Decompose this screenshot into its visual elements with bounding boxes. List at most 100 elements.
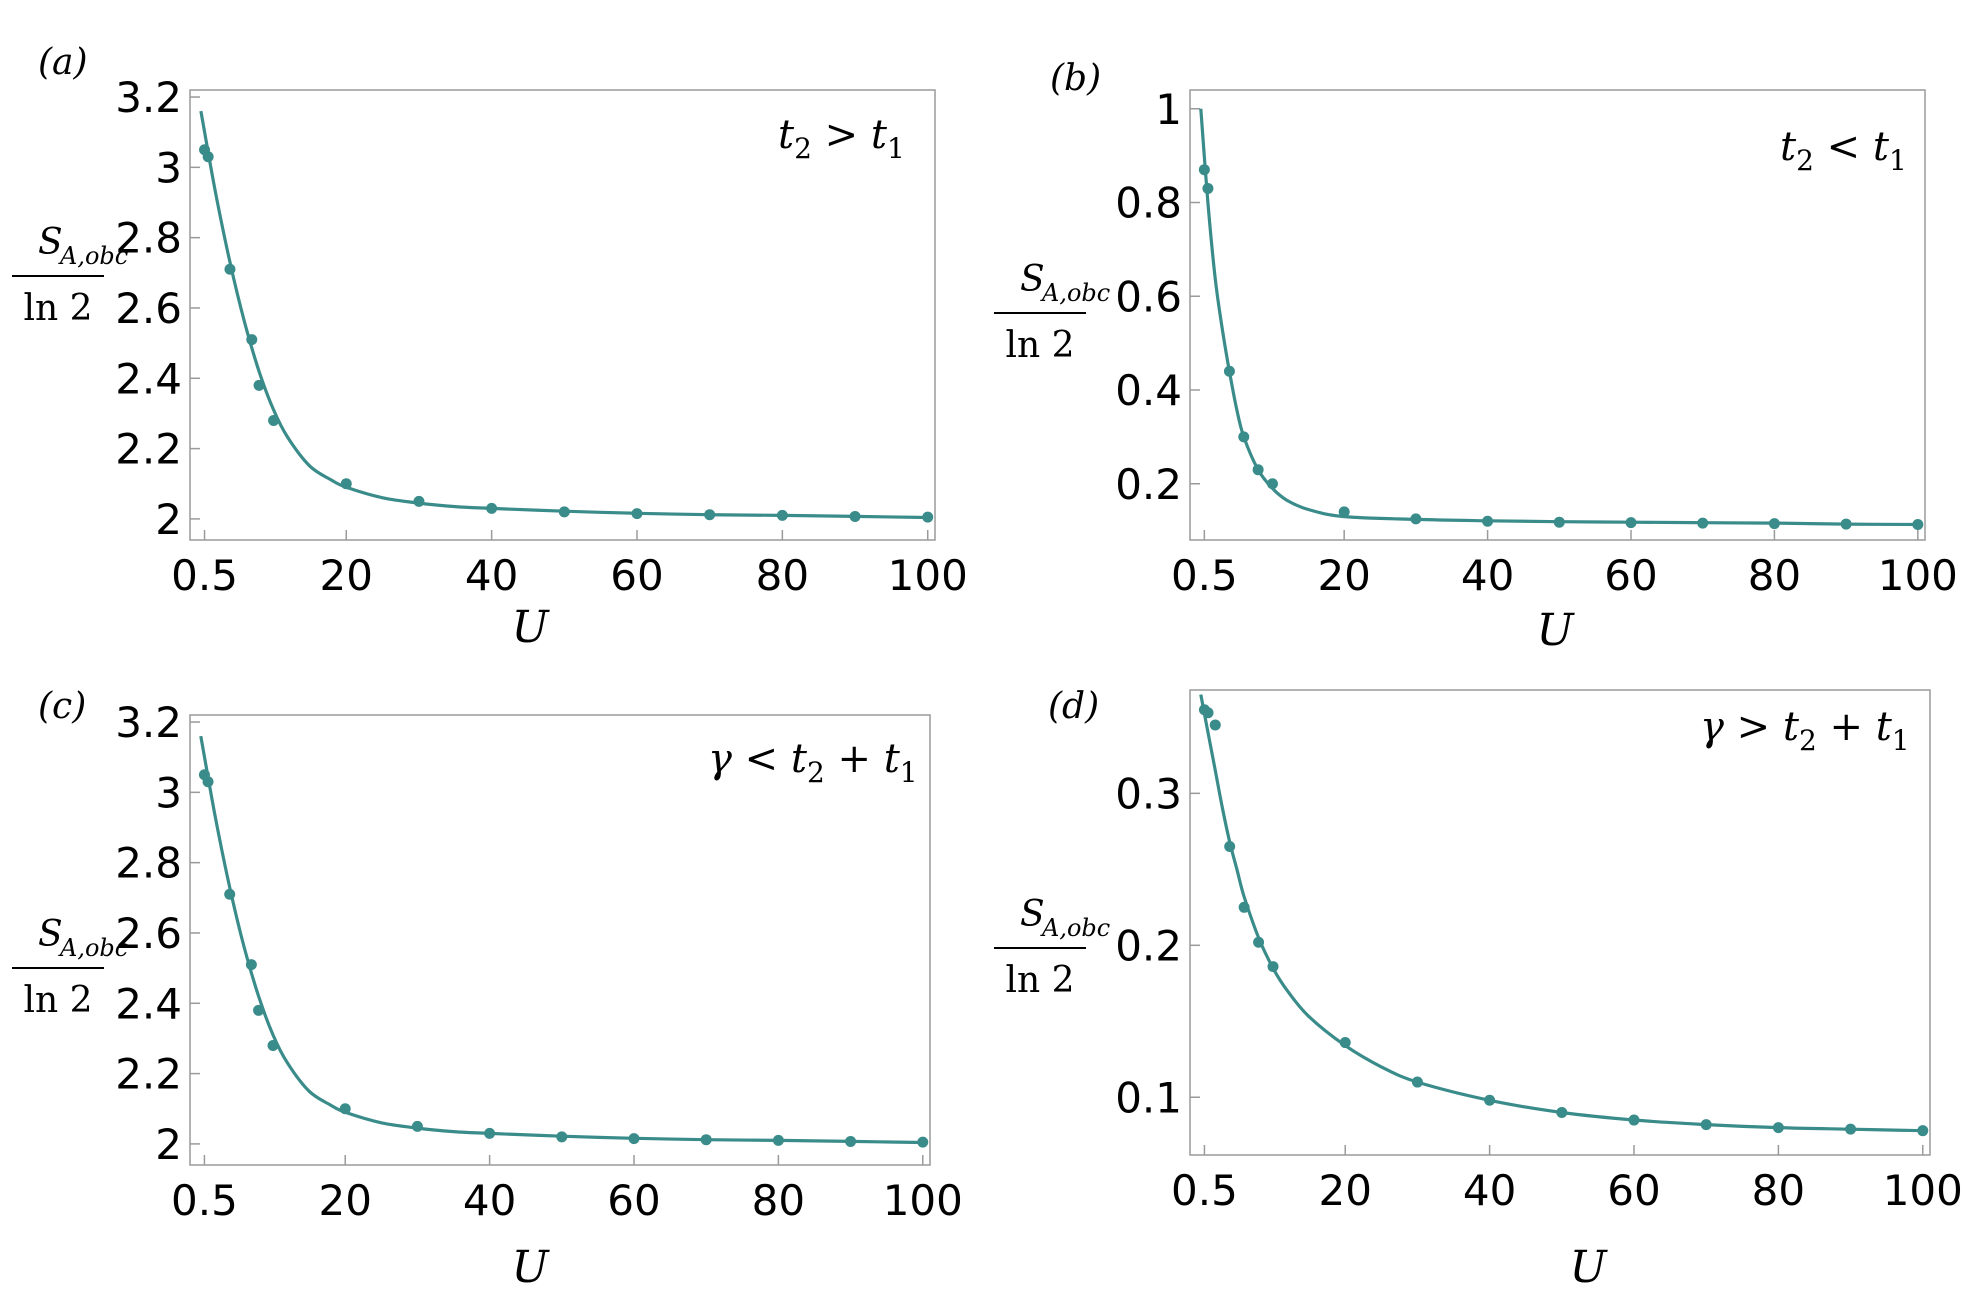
data-point [1553,516,1565,528]
y-label-subscript: A,obc [58,242,128,270]
y-tick-label: 0.8 [1115,179,1182,228]
y-label-denominator: ln 2 [23,980,92,1021]
data-point [253,1004,265,1016]
data-point [1238,431,1250,443]
data-point [917,1136,929,1148]
y-tick-label: 2.6 [115,909,182,958]
y-axis-label: SA,obc ln 2 [994,259,1110,366]
x-tick-label: 0.5 [1171,1166,1238,1215]
y-label-denominator: ln 2 [1005,325,1074,366]
chart-panel: 0.5 20 40 60 80 100 2 2.2 2.4 2.6 2.8 3 3.2 (c) U SA,ob… [12,686,963,1293]
data-point [1772,1122,1784,1134]
y-tick-label: 2 [155,495,182,544]
y-tick-label: 2 [155,1120,182,1169]
plot-frame [189,89,936,541]
panel-label: (c) [38,686,86,727]
data-point [1252,464,1264,476]
y-tick-label: 2.4 [115,354,182,403]
data-point [1238,901,1250,913]
data-point [1700,1119,1712,1131]
y-label-subscript: A,obc [1040,279,1110,307]
x-tick-label: 20 [320,551,373,600]
data-point [922,511,934,523]
regime-annotation: γ < t2 + t1 [708,736,918,789]
data-point [849,510,861,522]
data-point [1267,961,1279,973]
data-point [246,334,258,346]
data-point [1556,1106,1568,1118]
data-point [1339,1037,1351,1049]
data-point [253,379,265,391]
x-tick-label: 80 [752,1176,805,1225]
data-point [776,509,788,521]
data-point [1484,1094,1496,1106]
x-axis-label: U [1536,605,1575,656]
x-tick-label: 60 [610,551,663,600]
y-tick-label: 2.6 [115,284,182,333]
regime-annotation: t2 > t1 [778,112,905,165]
data-point [267,1039,279,1051]
data-point [1768,518,1780,530]
plot-frame [1189,89,1926,541]
y-tick-label: 0.2 [1115,460,1182,509]
y-label-numerator: S [1020,259,1045,300]
data-point [340,478,352,490]
x-tick-label: 60 [1607,1166,1660,1215]
panel-label: (a) [38,42,88,83]
data-point [1411,1076,1423,1088]
data-point [558,506,570,518]
regime-annotation: γ > t2 + t1 [1700,704,1910,757]
x-tick-label: 40 [1463,1166,1516,1215]
x-axis-label: U [511,602,550,653]
panel-label: (b) [1050,58,1101,99]
y-tick-label: 3.2 [115,698,182,747]
y-label-denominator: ln 2 [1005,960,1074,1001]
plot-frame [189,714,931,1166]
data-point [1840,518,1852,530]
y-tick-label: 0.4 [1115,366,1182,415]
y-tick-label: 0.1 [1115,1073,1182,1122]
y-axis-label: SA,obc ln 2 [12,914,128,1021]
data-point [268,414,280,426]
chart-panel: 0.5 20 40 60 80 100 0.2 0.4 0.6 0.8 1 (b) U SA,obc ln … [994,58,1958,656]
x-tick-label: 60 [607,1176,660,1225]
data-point [484,1127,496,1139]
y-axis-label: SA,obc ln 2 [12,222,128,329]
data-point [413,495,425,507]
data-point [202,776,214,788]
y-tick-label: 2.2 [115,425,182,474]
y-tick-label: 0.6 [1115,272,1182,321]
y-tick-label: 0.2 [1115,921,1182,970]
y-label-subscript: A,obc [58,934,128,962]
data-point [224,888,236,900]
y-tick-label: 3 [155,768,182,817]
y-tick-label: 2.4 [115,979,182,1028]
chart-panel: 0.5 20 40 60 80 100 0.1 0.2 0.3 (d) U SA,obc ln 2 γ >… [994,686,1963,1293]
data-point [1253,936,1265,948]
data-point [202,151,214,163]
data-point [1625,517,1637,529]
x-axis-label: U [1569,1242,1608,1293]
data-point [1482,515,1494,527]
data-point [1266,478,1278,490]
x-tick-label: 0.5 [171,551,238,600]
x-tick-label: 80 [1748,551,1801,600]
data-point [224,263,236,275]
regime-annotation: t2 < t1 [1780,124,1907,177]
x-tick-label: 20 [318,1176,371,1225]
data-point [1202,707,1214,719]
data-point [1845,1123,1857,1135]
data-point [1223,365,1235,377]
x-tick-label: 100 [1883,1166,1963,1215]
plot-frame [1189,689,1931,1156]
data-point [1912,519,1924,531]
data-point [1628,1114,1640,1126]
y-label-numerator: S [38,222,63,263]
y-axis-label: SA,obc ln 2 [994,894,1110,1001]
x-axis-label: U [511,1242,550,1293]
chart-panel: 0.5 20 40 60 80 100 2 2.2 2.4 2.6 2.8 3 3.2 (a) U SA,ob… [12,42,968,653]
data-point [700,1134,712,1146]
data-point [1224,841,1236,853]
y-label-numerator: S [1020,894,1045,935]
